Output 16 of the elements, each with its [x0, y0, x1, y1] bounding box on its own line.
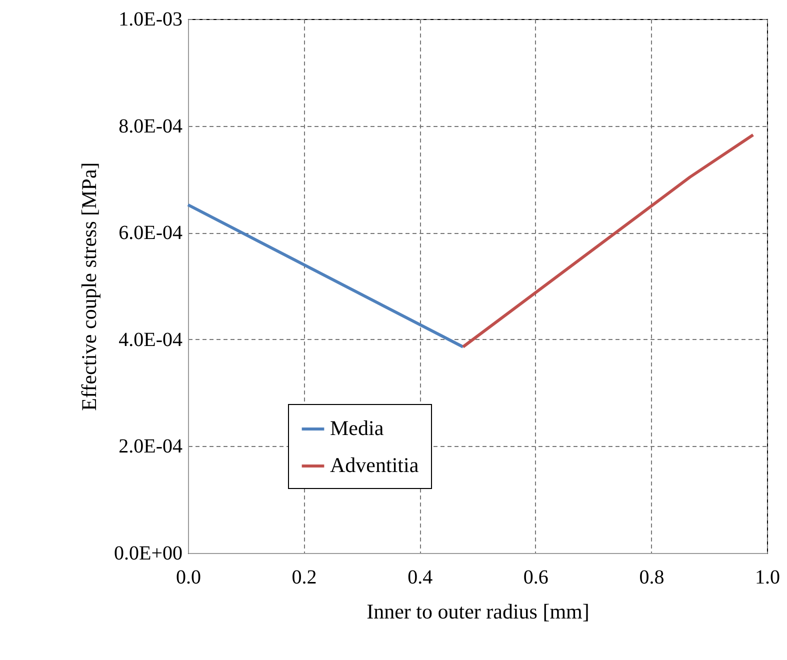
x-tick-label: 0.4 — [408, 566, 433, 588]
y-tick-label: 0.0E+00 — [114, 542, 182, 564]
y-tick-label: 2.0E-04 — [118, 436, 182, 458]
x-tick-label: 0.8 — [639, 566, 664, 588]
y-tick-label: 8.0E-04 — [118, 115, 182, 138]
legend-label: Adventitia — [330, 453, 420, 477]
x-tick-label: 0.2 — [292, 566, 317, 588]
y-axis-title: Effective couple stress [MPa] — [77, 162, 102, 411]
x-tick-label: 0.0 — [176, 566, 201, 588]
x-tick-label: 1.0 — [755, 566, 780, 588]
x-tick-label: 0.6 — [523, 566, 548, 588]
legend-label: Media — [330, 416, 384, 440]
x-axis-title: Inner to outer radius [mm] — [366, 600, 590, 624]
y-tick-label: 6.0E-04 — [118, 222, 182, 244]
y-tick-label: 4.0E-04 — [118, 328, 182, 351]
y-tick-label: 1.0E-03 — [118, 8, 182, 30]
